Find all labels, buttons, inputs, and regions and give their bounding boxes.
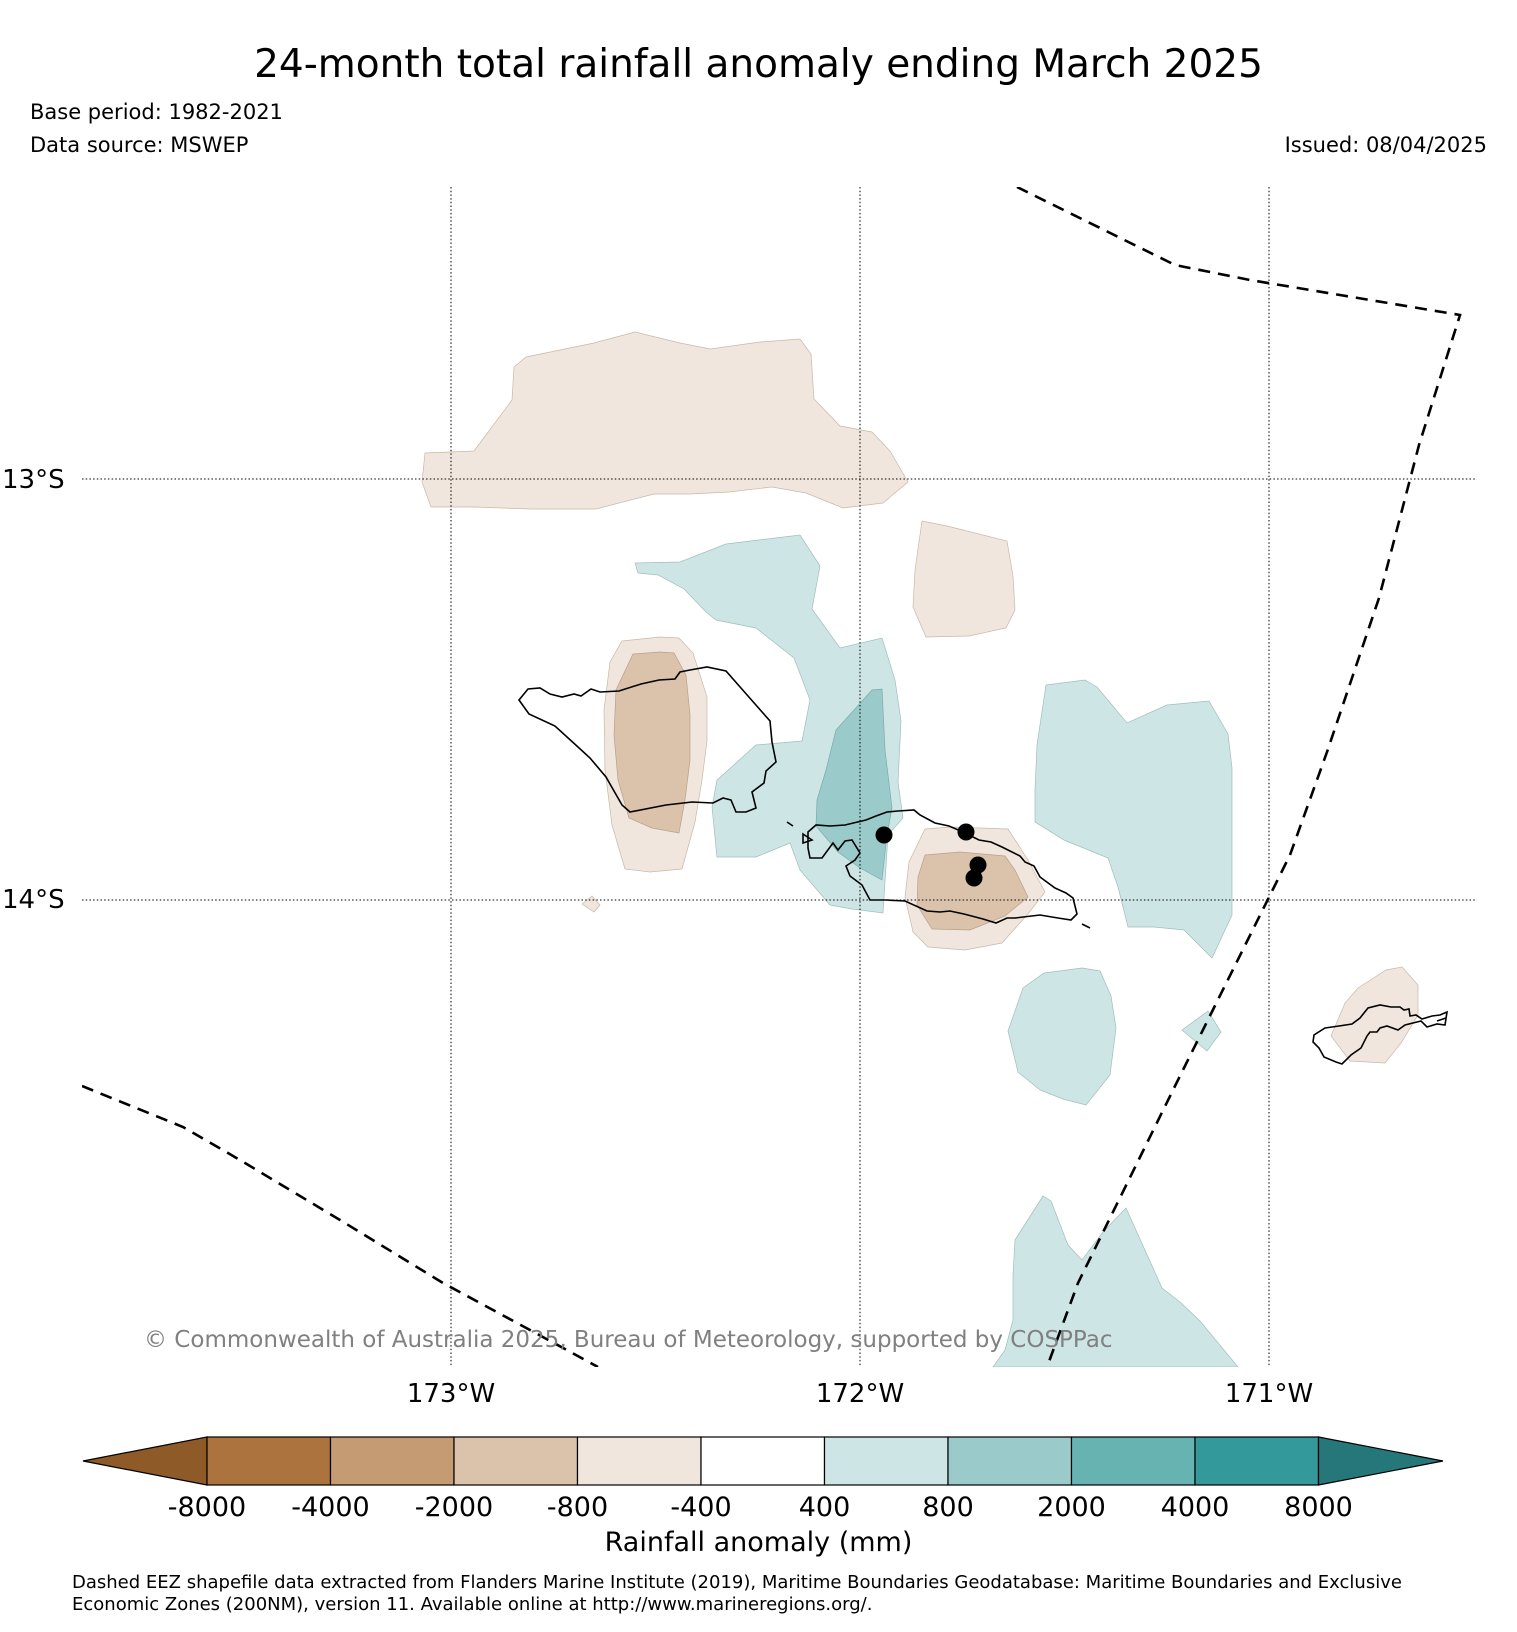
anomaly-region-wet-south	[1007, 967, 1117, 1106]
lon-label-173w: 173°W	[407, 1379, 495, 1409]
colorbar-tick-label: -2000	[415, 1492, 493, 1523]
stations	[875, 823, 987, 887]
anomaly-region-wet-bottom	[992, 1195, 1239, 1367]
colorbar-tick-label: 800	[922, 1492, 974, 1523]
station-dot	[875, 826, 893, 844]
upolu-coastline	[807, 809, 1078, 924]
eez-boundaries	[82, 187, 1462, 1367]
copyright-text: © Commonwealth of Australia 2025, Bureau…	[144, 1327, 1113, 1353]
offshore-coast-fragment	[1436, 1017, 1447, 1022]
lat-label-13s: 13°S	[2, 465, 65, 495]
eez-boundary-upper	[1016, 187, 1462, 1367]
colorbar-segment	[823, 1436, 949, 1486]
anomaly-region-wet-east	[1034, 679, 1233, 959]
colorbar-segment	[947, 1436, 1073, 1486]
anomaly-region-dry-small	[581, 895, 601, 913]
lon-label-172w: 172°W	[816, 1379, 904, 1409]
station-dot	[965, 869, 983, 887]
data-source-text: Data source: MSWEP	[30, 133, 249, 157]
colorbar-segment	[206, 1436, 332, 1486]
lat-label-14s: 14°S	[2, 885, 65, 915]
footnote-text: Dashed EEZ shapefile data extracted from…	[72, 1572, 1402, 1615]
map-title: 24-month total rainfall anomaly ending M…	[254, 42, 1263, 87]
base-period-text: Base period: 1982-2021	[30, 100, 283, 124]
colorbar-tick-label: 4000	[1161, 1492, 1230, 1523]
issued-date-text: Issued: 08/04/2025	[1284, 133, 1487, 157]
station-dot	[957, 823, 975, 841]
colorbar-tick-label: -4000	[291, 1492, 369, 1523]
savaii-coastline	[517, 666, 777, 813]
colorbar-segment	[1194, 1436, 1320, 1486]
colorbar-segment	[453, 1436, 579, 1486]
colorbar-tick-label: 8000	[1284, 1492, 1353, 1523]
eez-boundary-lower	[82, 1084, 599, 1367]
colorbar-tick-label: 2000	[1037, 1492, 1106, 1523]
station-dot	[969, 856, 987, 874]
colorbar-tick-label: -8000	[168, 1492, 246, 1523]
anomaly-region-dry-tutuila	[1330, 966, 1419, 1064]
offshore-coast-fragment	[786, 821, 794, 827]
anomaly-region-dry-upolu-core	[916, 851, 1029, 931]
manono-coastline	[802, 832, 814, 845]
lon-label-171w: 171°W	[1225, 1379, 1313, 1409]
colorbar-tick-label: -800	[547, 1492, 608, 1523]
colorbar-title: Rainfall anomaly (mm)	[604, 1527, 913, 1558]
anomaly-region-dry-north	[421, 331, 909, 510]
anomaly-region-dry-center	[912, 520, 1016, 638]
colorbar: -8000 -4000 -2000 -800 -400 400 800 2000 4000 800…	[82, 1436, 1444, 1523]
colorbar-extend-min	[82, 1436, 208, 1486]
colorbar-segment	[329, 1436, 455, 1486]
gridlines	[82, 187, 1477, 1367]
tutuila-coastline	[1312, 1004, 1449, 1065]
colorbar-tick-label: -400	[670, 1492, 731, 1523]
colorbar-tick-label: 400	[799, 1492, 851, 1523]
colorbar-segment	[576, 1436, 702, 1486]
anomaly-region-dry-savaii-core	[613, 651, 691, 834]
colorbar-segment	[1070, 1436, 1196, 1486]
colorbar-segment	[700, 1436, 826, 1486]
offshore-coast-fragment	[1081, 923, 1091, 929]
coastlines	[517, 666, 1449, 1065]
colorbar-extend-max	[1317, 1436, 1444, 1486]
map-area	[82, 187, 1462, 1367]
